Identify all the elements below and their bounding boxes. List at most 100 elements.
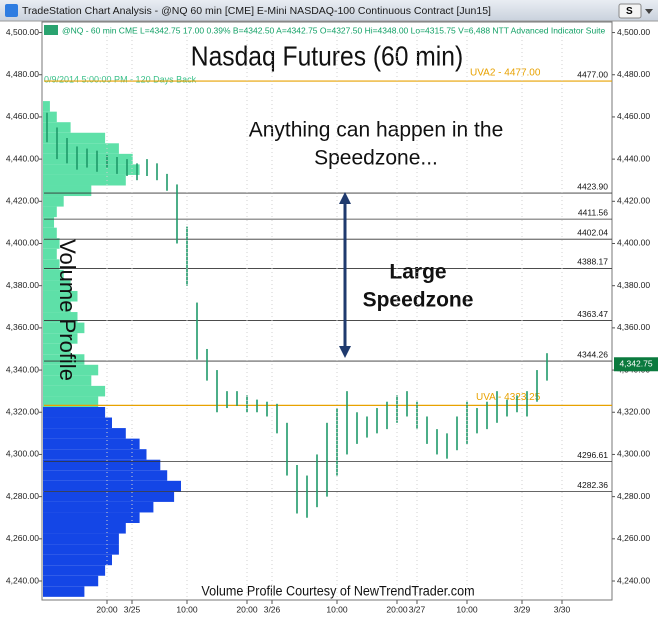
- y-tick-label: 4,300.00: [6, 449, 39, 459]
- x-tick-label: 3/27: [409, 604, 426, 614]
- profile-bar: [43, 185, 92, 197]
- side-label: Volume Profile: [55, 239, 80, 381]
- last-price-label: 4,342.75: [619, 359, 652, 369]
- profile-bar: [43, 480, 181, 492]
- uva-label: UVA2 - 4477.00: [470, 68, 541, 79]
- toolbar-button-label: S: [626, 6, 633, 17]
- x-tick-label: 10:00: [456, 604, 478, 614]
- chart-title: Nasdaq Futures (60 min): [191, 40, 463, 72]
- profile-bar: [43, 470, 168, 481]
- x-tick-label: 3/25: [124, 604, 141, 614]
- x-tick-label: 20:00: [96, 604, 118, 614]
- level-label: 4363.47: [577, 309, 608, 319]
- profile-bar: [43, 343, 71, 355]
- profile-bar: [43, 280, 71, 291]
- profile-bar: [43, 227, 57, 239]
- y-tick-label: 4,340.00: [6, 364, 39, 374]
- annotation: Anything can happen in the: [249, 119, 504, 142]
- y-tick-label: 4,280.00: [6, 491, 39, 501]
- x-tick-label: 20:00: [236, 604, 258, 614]
- y-tick-label: 4,500.00: [617, 27, 650, 37]
- profile-bar: [43, 406, 106, 418]
- profile-bar: [43, 196, 64, 207]
- profile-bar: [43, 164, 140, 175]
- x-tick-label: 10:00: [326, 604, 348, 614]
- y-tick-label: 4,240.00: [6, 575, 39, 585]
- info-line: @NQ - 60 min CME L=4342.75 17.00 0.39% B…: [62, 25, 605, 35]
- symbol-tag: [44, 25, 58, 35]
- profile-bar: [43, 364, 99, 376]
- profile-bar: [43, 428, 126, 439]
- profile-bar: [43, 132, 106, 144]
- x-tick-label: 3/30: [554, 604, 571, 614]
- title-bar: [0, 0, 658, 21]
- level-label: 4402.04: [577, 227, 608, 237]
- profile-bar: [43, 248, 57, 260]
- profile-bar: [43, 586, 85, 597]
- window-title: TradeStation Chart Analysis - @NQ 60 min…: [22, 5, 491, 17]
- profile-bar: [43, 396, 99, 407]
- profile-bar: [43, 301, 71, 313]
- profile-bar: [43, 385, 106, 397]
- level-label: 4282.36: [577, 480, 608, 490]
- profile-bar: [43, 333, 78, 344]
- y-tick-label: 4,400.00: [6, 238, 39, 248]
- y-tick-label: 4,280.00: [617, 491, 650, 501]
- y-tick-label: 4,420.00: [617, 196, 650, 206]
- profile-bar: [43, 554, 112, 566]
- profile-bar: [43, 269, 64, 281]
- profile-bar: [43, 417, 112, 429]
- profile-bar: [43, 491, 175, 502]
- profile-bar: [43, 259, 60, 270]
- profile-bar: [43, 533, 119, 545]
- y-tick-label: 4,380.00: [6, 280, 39, 290]
- profile-bar: [43, 544, 119, 555]
- y-tick-label: 4,360.00: [6, 322, 39, 332]
- profile-bar: [43, 143, 119, 154]
- level-label: 4344.26: [577, 349, 608, 359]
- profile-bar: [43, 575, 99, 587]
- profile-bar: [43, 512, 140, 524]
- profile-bar: [43, 111, 57, 123]
- y-tick-label: 4,440.00: [617, 153, 650, 163]
- last-price-box: [614, 357, 658, 372]
- x-tick-label: 3/26: [264, 604, 281, 614]
- profile-bar: [43, 153, 133, 165]
- x-tick-label: 3/29: [514, 604, 531, 614]
- profile-bar: [43, 501, 154, 513]
- profile-bar: [43, 438, 140, 450]
- profile-bar: [43, 322, 85, 334]
- plot-frame: [41, 21, 613, 601]
- annotation: Speedzone: [363, 289, 474, 312]
- profile-bar: [43, 217, 55, 228]
- level-label: 4296.61: [577, 450, 608, 460]
- profile-bar: [43, 101, 50, 112]
- volume-profile: [43, 101, 181, 597]
- profile-bar: [43, 354, 85, 365]
- y-tick-label: 4,480.00: [617, 69, 650, 79]
- y-tick-label: 4,360.00: [617, 322, 650, 332]
- profile-bar: [43, 375, 92, 386]
- y-tick-label: 4,440.00: [6, 153, 39, 163]
- y-tick-label: 4,380.00: [617, 280, 650, 290]
- y-tick-label: 4,300.00: [617, 449, 650, 459]
- date-note: 0/9/2014 5:00:00 PM - 120 Days Back: [44, 74, 197, 84]
- level-label: 4423.90: [577, 181, 608, 191]
- y-tick-label: 4,460.00: [617, 111, 650, 121]
- dropdown-arrow: [645, 9, 653, 14]
- level-label: 4477.00: [577, 69, 608, 79]
- profile-bar: [43, 523, 126, 534]
- app-icon: [5, 4, 18, 17]
- profile-bar: [43, 565, 106, 576]
- level-label: 4411.56: [578, 207, 608, 217]
- x-tick-label: 20:00: [386, 604, 408, 614]
- annotation: Speedzone...: [314, 147, 438, 170]
- y-tick-label: 4,500.00: [6, 27, 39, 37]
- uva-label: UVA - 4323.25: [476, 392, 541, 403]
- profile-bar: [43, 290, 78, 302]
- profile-bar: [43, 238, 60, 249]
- level-label: 4388.17: [577, 257, 608, 267]
- toolbar-button[interactable]: [618, 3, 642, 19]
- y-tick-label: 4,480.00: [6, 69, 39, 79]
